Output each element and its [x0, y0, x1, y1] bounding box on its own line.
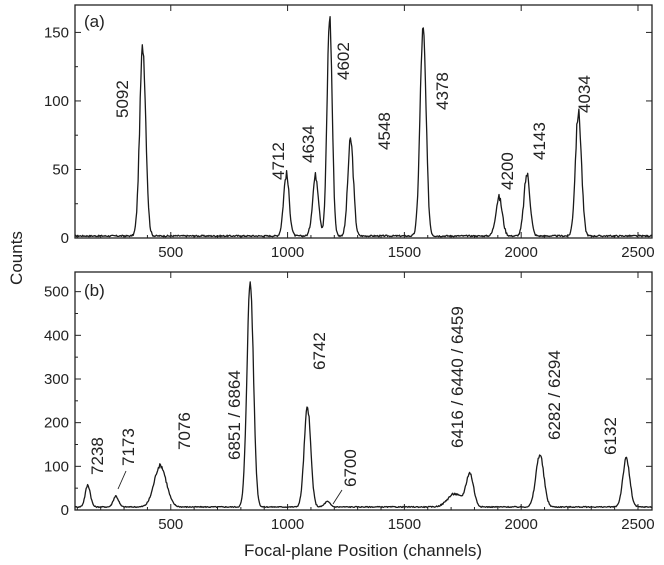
x-tick-label: 1500: [388, 244, 421, 261]
y-tick-label: 50: [52, 161, 69, 178]
peak-label-4602: 4602: [334, 42, 353, 80]
x-tick-label: 2500: [621, 244, 654, 261]
x-tick-label: 2500: [621, 516, 654, 533]
panel-b-label: (b): [84, 281, 105, 300]
panel-b-peak-labels: 7238 7173 7076 6851 / 6864 6742 6700 641…: [88, 306, 620, 505]
y-tick-label: 150: [44, 24, 69, 41]
x-tick-label: 500: [158, 244, 183, 261]
peak-label-6132: 6132: [601, 417, 620, 455]
peak-label-4634: 4634: [299, 125, 318, 163]
y-tick-label: 100: [44, 93, 69, 110]
peak-label-4712: 4712: [269, 142, 288, 180]
x-tick-label: 2000: [504, 244, 537, 261]
peak-label-4034: 4034: [575, 75, 594, 113]
y-tick-label: 300: [44, 371, 69, 388]
peak-label-4143: 4143: [530, 122, 549, 160]
panel-a: 0 50 100 150 500 1000 1500 2000 2500 (a) 5092 47…: [44, 4, 655, 261]
peak-label-6416-6440-6459: 6416 / 6440 / 6459: [448, 306, 467, 448]
panel-b-spectrum-trace: [74, 281, 653, 509]
x-tick-label: 500: [158, 516, 183, 533]
x-tick-label: 1500: [388, 516, 421, 533]
panel-a-spectrum-trace: [74, 15, 653, 238]
panel-a-peak-labels: 5092 4712 4634 4602 4548 4378 4200 4143 …: [113, 42, 594, 190]
x-tick-label: 1000: [271, 244, 304, 261]
x-tick-label: 2000: [504, 516, 537, 533]
y-tick-label: 0: [61, 502, 69, 519]
peak-label-7173: 7173: [119, 428, 138, 466]
peak-label-6282-6294: 6282 / 6294: [545, 350, 564, 440]
panel-a-ticks: 0 50 100 150 500 1000 1500 2000 2500: [44, 5, 655, 261]
y-tick-label: 0: [61, 230, 69, 247]
panel-a-frame: [74, 4, 653, 239]
peak-label-4378: 4378: [433, 72, 452, 110]
panel-a-label: (a): [84, 12, 105, 31]
peak-label-6700: 6700: [341, 449, 360, 487]
panel-b-ticks: 0 100 200 300 400 500 500 1000 1500 2000 2500: [44, 272, 655, 533]
peak-label-4200: 4200: [498, 152, 517, 190]
x-tick-label: 1000: [271, 516, 304, 533]
peak-label-7076: 7076: [175, 412, 194, 450]
y-axis-title: Counts: [7, 231, 26, 285]
leader-line-6700: [332, 489, 343, 505]
panel-b-frame: [74, 271, 653, 511]
leader-line-7173: [117, 470, 127, 490]
y-tick-label: 200: [44, 415, 69, 432]
peak-label-6851-6864: 6851 / 6864: [225, 370, 244, 460]
y-tick-label: 400: [44, 327, 69, 344]
y-tick-label: 100: [44, 458, 69, 475]
y-tick-label: 500: [44, 284, 69, 301]
x-axis-title: Focal-plane Position (channels): [244, 541, 482, 560]
peak-label-7238: 7238: [88, 437, 107, 475]
peak-label-4548: 4548: [375, 112, 394, 150]
peak-label-6742: 6742: [310, 332, 329, 370]
peak-label-5092: 5092: [113, 80, 132, 118]
